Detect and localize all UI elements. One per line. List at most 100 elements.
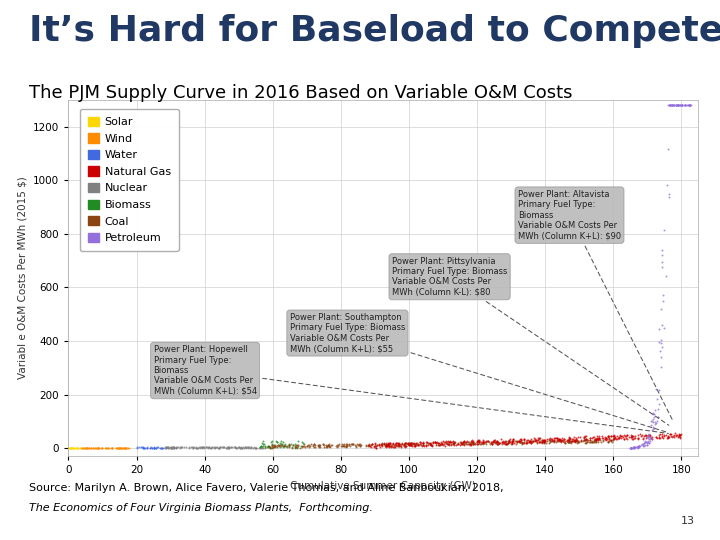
Point bbox=[643, 439, 654, 448]
Point bbox=[145, 443, 157, 451]
Point bbox=[287, 443, 298, 452]
Point bbox=[123, 444, 135, 453]
Point bbox=[165, 444, 176, 453]
Point bbox=[163, 443, 175, 452]
Point bbox=[492, 438, 503, 447]
Point bbox=[318, 442, 330, 451]
Point bbox=[141, 443, 153, 452]
Point bbox=[96, 444, 108, 453]
Point bbox=[371, 441, 382, 449]
Point bbox=[611, 435, 623, 443]
Point bbox=[299, 440, 310, 449]
Point bbox=[631, 443, 642, 451]
Point bbox=[665, 101, 677, 110]
Point bbox=[243, 442, 254, 451]
Point bbox=[170, 442, 181, 451]
X-axis label: Cumulative Summer Capacity (GW): Cumulative Summer Capacity (GW) bbox=[290, 481, 477, 491]
Point bbox=[412, 440, 423, 448]
Point bbox=[613, 433, 625, 442]
Point bbox=[626, 444, 637, 453]
Point bbox=[76, 444, 87, 453]
Point bbox=[487, 437, 499, 446]
Point bbox=[606, 432, 617, 441]
Point bbox=[499, 438, 510, 447]
Point bbox=[585, 438, 597, 447]
Point bbox=[198, 444, 210, 453]
Point bbox=[265, 443, 276, 452]
Point bbox=[390, 441, 401, 449]
Point bbox=[383, 442, 395, 451]
Point bbox=[325, 442, 336, 451]
Point bbox=[446, 438, 458, 447]
Point bbox=[472, 440, 483, 449]
Point bbox=[429, 438, 441, 447]
Point bbox=[569, 437, 580, 445]
Point bbox=[361, 441, 372, 449]
Point bbox=[390, 441, 402, 449]
Point bbox=[410, 441, 421, 449]
Point bbox=[119, 444, 130, 453]
Point bbox=[521, 439, 532, 448]
Point bbox=[647, 417, 658, 426]
Point bbox=[548, 434, 559, 443]
Point bbox=[166, 444, 178, 453]
Point bbox=[460, 438, 472, 447]
Point bbox=[606, 435, 617, 444]
Point bbox=[498, 438, 510, 447]
Point bbox=[69, 444, 81, 453]
Point bbox=[452, 440, 464, 448]
Point bbox=[591, 431, 603, 440]
Point bbox=[424, 440, 436, 448]
Point bbox=[491, 439, 503, 448]
Point bbox=[424, 438, 436, 447]
Point bbox=[233, 443, 245, 451]
Point bbox=[663, 101, 675, 110]
Point bbox=[565, 436, 577, 445]
Point bbox=[202, 443, 214, 452]
Point bbox=[538, 435, 549, 444]
Point bbox=[632, 443, 644, 451]
Point bbox=[363, 441, 374, 450]
Point bbox=[466, 438, 477, 447]
Point bbox=[506, 436, 518, 445]
Point bbox=[482, 437, 493, 445]
Point bbox=[678, 101, 690, 110]
Point bbox=[166, 444, 177, 453]
Point bbox=[268, 442, 279, 450]
Point bbox=[605, 432, 616, 441]
Point bbox=[533, 434, 544, 443]
Point bbox=[536, 439, 547, 448]
Point bbox=[86, 444, 97, 453]
Point bbox=[500, 440, 511, 448]
Point bbox=[672, 101, 684, 110]
Point bbox=[289, 441, 300, 450]
Point bbox=[683, 101, 695, 110]
Point bbox=[480, 437, 492, 445]
Point bbox=[465, 440, 477, 448]
Point bbox=[642, 431, 653, 440]
Point bbox=[670, 432, 682, 441]
Point bbox=[648, 413, 660, 422]
Point bbox=[382, 441, 393, 450]
Point bbox=[618, 435, 630, 443]
Point bbox=[518, 437, 530, 446]
Point bbox=[644, 430, 656, 439]
Point bbox=[530, 437, 541, 445]
Point bbox=[552, 436, 563, 444]
Point bbox=[74, 444, 86, 453]
Point bbox=[657, 251, 668, 260]
Point bbox=[464, 437, 476, 445]
Point bbox=[371, 441, 382, 449]
Point bbox=[528, 437, 539, 445]
Point bbox=[444, 441, 455, 450]
Point bbox=[399, 438, 410, 447]
Point bbox=[433, 441, 445, 450]
Point bbox=[444, 438, 456, 447]
Point bbox=[634, 441, 645, 450]
Point bbox=[621, 431, 633, 440]
Point bbox=[625, 443, 636, 452]
Point bbox=[410, 442, 421, 450]
Point bbox=[593, 433, 605, 442]
Point bbox=[641, 441, 652, 449]
Point bbox=[564, 438, 575, 447]
